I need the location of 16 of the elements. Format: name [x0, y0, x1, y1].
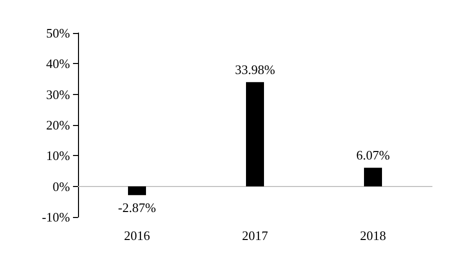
y-tick-label: 40%	[46, 56, 70, 72]
y-tick-label: 10%	[46, 148, 70, 164]
bar	[246, 82, 264, 186]
bar	[128, 186, 146, 196]
data-label: -2.87%	[118, 200, 156, 216]
x-tick-label: 2018	[360, 228, 386, 243]
data-label: 33.98%	[234, 62, 276, 78]
y-tick-label: 50%	[46, 26, 70, 40]
bar	[364, 168, 382, 186]
y-tick-label: -10%	[42, 210, 70, 224]
x-tick-label: 2017	[242, 228, 268, 243]
y-tick-label: 0%	[52, 178, 70, 194]
data-label: 6.07%	[356, 148, 390, 163]
x-tick-label: 2016	[124, 228, 150, 243]
y-tick-label: 30%	[46, 86, 70, 102]
y-tick-label: 20%	[46, 118, 70, 132]
